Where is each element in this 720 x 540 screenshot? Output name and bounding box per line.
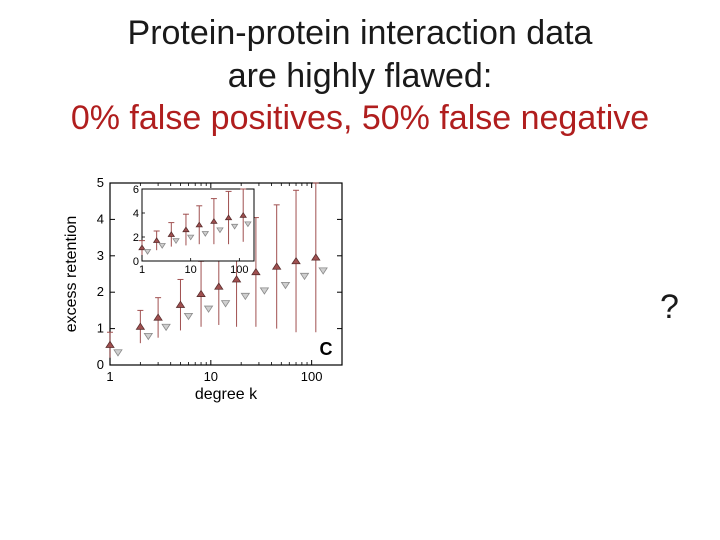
svg-text:excess retention: excess retention <box>63 216 80 333</box>
svg-text:C: C <box>320 339 333 359</box>
title-line-1: Protein-protein interaction data <box>0 12 720 55</box>
svg-text:2: 2 <box>97 284 104 299</box>
svg-text:6: 6 <box>133 184 139 196</box>
svg-text:1: 1 <box>139 264 145 276</box>
excess-retention-chart: 012345110100degree kexcess retentionC024… <box>62 175 352 405</box>
title-line-2: are highly flawed: <box>0 55 720 98</box>
svg-text:0: 0 <box>97 357 104 372</box>
svg-text:10: 10 <box>185 264 197 276</box>
svg-text:2: 2 <box>133 232 139 244</box>
svg-text:100: 100 <box>301 369 323 384</box>
svg-text:3: 3 <box>97 248 104 263</box>
svg-text:1: 1 <box>97 321 104 336</box>
title-line-3: 0% false positives, 50% false negative <box>0 97 720 140</box>
svg-text:degree k: degree k <box>195 386 258 403</box>
svg-text:10: 10 <box>204 369 218 384</box>
svg-text:4: 4 <box>133 208 139 220</box>
question-mark: ? <box>660 288 679 327</box>
svg-text:100: 100 <box>230 264 248 276</box>
svg-text:1: 1 <box>106 369 113 384</box>
svg-text:4: 4 <box>97 211 104 226</box>
slide-title: Protein-protein interaction data are hig… <box>0 12 720 140</box>
svg-text:5: 5 <box>97 175 104 190</box>
